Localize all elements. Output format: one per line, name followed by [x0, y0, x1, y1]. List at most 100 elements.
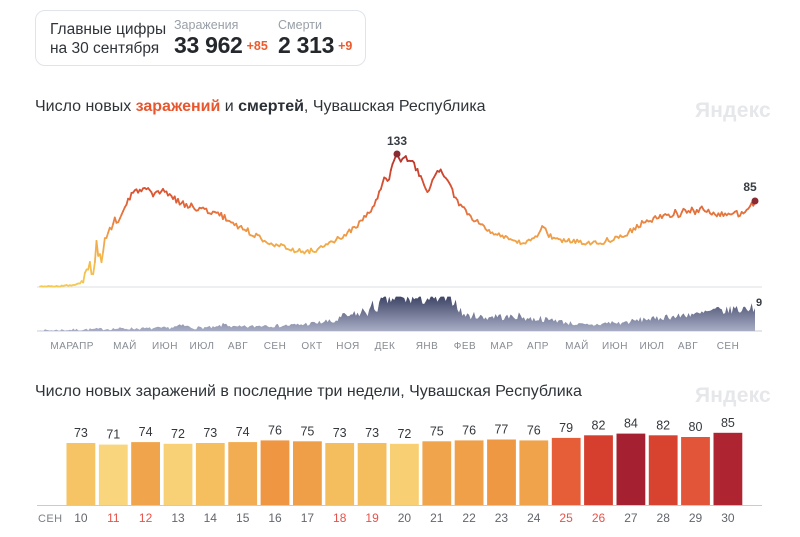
month-label: ИЮЛ — [640, 341, 665, 352]
bar[interactable] — [487, 439, 516, 506]
yandex-logo-2[interactable]: Яндекс — [695, 384, 771, 407]
bar[interactable] — [422, 441, 452, 506]
bar-date-label: 26 — [592, 511, 606, 525]
bar-date-label: 29 — [689, 511, 703, 525]
bar-value-label: 75 — [430, 424, 444, 438]
deaths-delta: +9 — [338, 39, 353, 53]
month-label: АПР — [72, 341, 94, 352]
bar-value-label: 73 — [333, 426, 347, 440]
bar[interactable] — [616, 433, 646, 505]
bar[interactable] — [390, 443, 419, 505]
bar-date-label: 28 — [657, 511, 671, 525]
bar-value-label: 73 — [74, 426, 88, 440]
bar-date-label: 17 — [301, 511, 315, 525]
bar[interactable] — [131, 442, 160, 505]
bar-value-label: 76 — [527, 423, 541, 437]
bar-value-label: 80 — [689, 420, 703, 434]
chart2-title: Число новых заражений в последние три не… — [35, 383, 582, 400]
month-label: ДЕК — [375, 341, 396, 352]
bar-date-label: 23 — [495, 511, 509, 525]
bar-value-label: 74 — [139, 425, 153, 439]
last-value-label: 85 — [743, 180, 757, 194]
bar-value-label: 71 — [106, 428, 120, 442]
bar-date-label: 27 — [624, 511, 638, 525]
month-label: МАЙ — [565, 339, 589, 352]
bar-value-label: 76 — [268, 423, 282, 437]
bar-date-label: 12 — [139, 511, 153, 525]
bar-value-label: 75 — [300, 424, 314, 438]
deaths-last-label: 9 — [756, 297, 762, 309]
month-label: МАР — [50, 341, 73, 352]
bar-date-label: 11 — [107, 511, 120, 525]
infections-stat: Заражения 33 962 +85 — [174, 18, 268, 58]
bar-date-label: 25 — [559, 511, 573, 525]
bar-date-label: 14 — [204, 511, 218, 525]
bar[interactable] — [66, 443, 96, 505]
bar-value-label: 72 — [171, 427, 185, 441]
bar-date-label: 24 — [527, 511, 541, 525]
bar-date-label: 13 — [171, 511, 185, 525]
month-label: МАР — [490, 341, 513, 352]
summary-card: Главные цифры на 30 сентября Заражения 3… — [35, 10, 366, 66]
deaths-area-series — [40, 296, 755, 331]
chart1-title-suffix: , Чувашская Республика — [303, 98, 486, 115]
bar-value-label: 77 — [494, 423, 508, 437]
month-label: НОЯ — [336, 341, 360, 352]
bar-value-label: 73 — [365, 426, 379, 440]
month-label: ФЕВ — [454, 341, 476, 352]
bar-value-label: 84 — [624, 418, 638, 431]
infections-value: 33 962 — [174, 32, 243, 58]
month-label: АПР — [527, 341, 549, 352]
bar[interactable] — [325, 443, 355, 505]
bar[interactable] — [228, 442, 258, 505]
month-label: АВГ — [678, 341, 698, 352]
bar[interactable] — [260, 440, 290, 505]
month-label: ОКТ — [301, 341, 322, 352]
bar-value-label: 73 — [203, 426, 217, 440]
chart1-title-infections-word: заражений — [135, 98, 221, 115]
chart1-title: Число новых заражений и смертей, Чувашск… — [35, 98, 486, 116]
bar-date-label: 10 — [74, 511, 88, 525]
chart1-annotations: 133 85 9 — [387, 134, 762, 309]
bar[interactable] — [713, 432, 743, 506]
bar-date-label: 19 — [365, 511, 379, 525]
month-label: СЕН — [264, 341, 287, 352]
bars-group: 73 10 71 11 74 12 72 13 73 14 74 15 76 16 75 17 73 18 73 19… — [37, 418, 762, 525]
bar[interactable] — [98, 444, 128, 505]
bar[interactable] — [293, 441, 322, 506]
bar-date-label: 30 — [721, 511, 735, 525]
month-label: ИЮН — [152, 341, 178, 352]
bar[interactable] — [519, 440, 549, 505]
bar[interactable] — [584, 435, 613, 505]
peak-dot — [393, 150, 401, 158]
month-label: СЕН — [717, 341, 740, 352]
bar-date-label: 16 — [268, 511, 282, 525]
bar-date-label: 20 — [398, 511, 412, 525]
chart1-title-middle: и — [220, 98, 239, 115]
bar[interactable] — [357, 443, 387, 505]
bar[interactable] — [551, 437, 581, 505]
bar[interactable] — [648, 435, 678, 505]
yandex-logo[interactable]: Яндекс — [695, 99, 771, 122]
infections-line-series — [39, 154, 756, 288]
infections-delta: +85 — [246, 39, 268, 53]
bar[interactable] — [163, 443, 193, 505]
month-label: ИЮН — [602, 341, 628, 352]
bar[interactable] — [681, 437, 710, 505]
summary-title-line1: Главные цифры — [50, 21, 167, 38]
bar-value-label: 74 — [236, 425, 250, 439]
deaths-label: Смерти — [278, 18, 322, 32]
bar-value-label: 72 — [397, 427, 411, 441]
peak-value-label: 133 — [387, 134, 407, 148]
bar[interactable] — [454, 440, 484, 505]
chart1-title-prefix: Число новых — [35, 98, 136, 115]
bar-value-label: 76 — [462, 423, 476, 437]
three-week-bar-chart[interactable]: СЕН 73 10 71 11 74 12 72 13 73 14 74 15 76 16 75 17 73 18… — [35, 418, 765, 533]
summary-title-line2: на 30 сентября — [50, 40, 160, 57]
bar-value-label: 85 — [721, 418, 735, 430]
month-label: ЯНВ — [416, 341, 439, 352]
bar-date-label: 18 — [333, 511, 347, 525]
bar[interactable] — [195, 443, 225, 505]
